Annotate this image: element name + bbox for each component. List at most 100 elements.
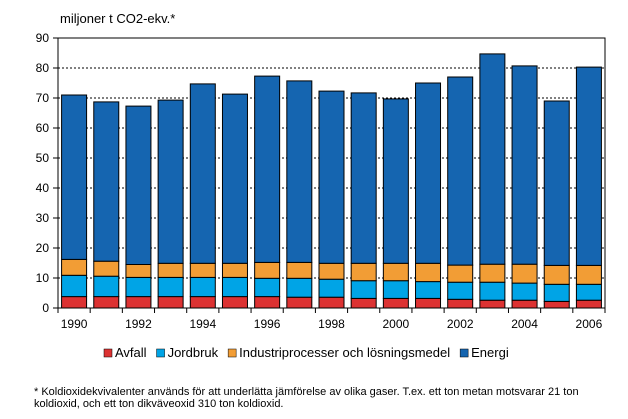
bar-segment-energi bbox=[125, 105, 152, 265]
bar-segment-jordbruk bbox=[511, 282, 538, 301]
bar-segment-industriprocesser bbox=[93, 260, 120, 277]
bar-segment-energi bbox=[93, 101, 120, 262]
bar-segment-industriprocesser bbox=[254, 261, 281, 279]
x-tick-label: 2000 bbox=[383, 317, 410, 331]
bar-segment-energi bbox=[543, 100, 570, 266]
bar-segment-avfall bbox=[221, 296, 248, 309]
x-tick-label: 1990 bbox=[61, 317, 88, 331]
bar-segment-energi bbox=[575, 66, 602, 266]
plot-frame bbox=[57, 37, 606, 309]
x-tick-label: 1996 bbox=[254, 317, 281, 331]
bar-segment-jordbruk bbox=[382, 280, 409, 299]
bar-segment-jordbruk bbox=[189, 276, 216, 298]
bar-segment-jordbruk bbox=[286, 277, 313, 298]
bar-segment-energi bbox=[447, 76, 474, 266]
y-tick-label: 80 bbox=[36, 61, 50, 75]
x-tick-label: 2002 bbox=[447, 317, 474, 331]
bar-segment-jordbruk bbox=[318, 278, 345, 298]
y-tick-label: 40 bbox=[36, 181, 50, 195]
bar-segment-energi bbox=[157, 99, 184, 264]
bar-segment-avfall bbox=[479, 299, 506, 309]
y-tick-label: 30 bbox=[36, 211, 50, 225]
bar-segment-industriprocesser bbox=[350, 262, 377, 282]
legend-label: Jordbruk bbox=[168, 345, 219, 360]
bar-segment-jordbruk bbox=[157, 276, 184, 298]
legend-label: Industriprocesser och lösningsmedel bbox=[239, 345, 450, 360]
bar-segment-jordbruk bbox=[93, 275, 120, 298]
chart-title: miljoner t CO2-ekv.* bbox=[60, 11, 175, 26]
bar-segment-jordbruk bbox=[254, 277, 281, 298]
bar-segment-avfall bbox=[575, 299, 602, 309]
bar-segment-energi bbox=[382, 98, 409, 264]
y-tick-label: 0 bbox=[42, 301, 49, 315]
bar-segment-avfall bbox=[543, 300, 570, 309]
bar-segment-jordbruk bbox=[350, 280, 377, 299]
footnote: * Koldioxidekvivalenter används för att … bbox=[34, 386, 579, 410]
legend-swatch bbox=[459, 348, 469, 358]
x-tick-label: 1994 bbox=[189, 317, 216, 331]
bar-segment-jordbruk bbox=[543, 283, 570, 302]
bar-segment-jordbruk bbox=[221, 276, 248, 298]
bar-segment-avfall bbox=[254, 296, 281, 309]
bar-segment-jordbruk bbox=[575, 283, 602, 301]
bar-segment-avfall bbox=[415, 297, 442, 309]
bar-segment-avfall bbox=[511, 299, 538, 309]
bar-segment-energi bbox=[415, 82, 442, 264]
bar-segment-industriprocesser bbox=[61, 258, 88, 276]
bar-segment-avfall bbox=[286, 296, 313, 309]
bar-segment-energi bbox=[318, 90, 345, 264]
legend-swatch bbox=[156, 348, 165, 358]
bar-segment-energi bbox=[350, 92, 377, 264]
bar-segment-energi bbox=[254, 75, 281, 263]
y-tick-label: 90 bbox=[36, 31, 50, 45]
bar-segment-jordbruk bbox=[61, 274, 88, 298]
legend-swatch bbox=[103, 348, 113, 358]
bar-segment-industriprocesser bbox=[479, 263, 506, 283]
bar-segment-energi bbox=[511, 65, 538, 265]
bar-segment-industriprocesser bbox=[511, 263, 538, 284]
bar-segment-jordbruk bbox=[447, 281, 474, 300]
y-tick-label: 50 bbox=[36, 151, 50, 165]
bar-segment-energi bbox=[189, 83, 216, 264]
bar-segment-avfall bbox=[318, 296, 345, 309]
bar-segment-jordbruk bbox=[125, 276, 152, 298]
bar-segment-avfall bbox=[125, 296, 152, 309]
bar-segment-avfall bbox=[382, 297, 409, 309]
x-tick-label: 2006 bbox=[576, 317, 603, 331]
bar-segment-avfall bbox=[93, 296, 120, 309]
bar-segment-avfall bbox=[189, 296, 216, 309]
legend-swatch bbox=[227, 348, 237, 358]
bar-segment-industriprocesser bbox=[221, 262, 248, 278]
y-tick-label: 60 bbox=[36, 121, 50, 135]
y-tick-label: 70 bbox=[36, 91, 50, 105]
bar-segment-industriprocesser bbox=[447, 264, 474, 283]
bar-segment-avfall bbox=[350, 297, 377, 309]
bar-segment-industriprocesser bbox=[318, 262, 345, 280]
bar-segment-avfall bbox=[447, 298, 474, 309]
bar-segment-energi bbox=[479, 53, 506, 265]
bar-segment-industriprocesser bbox=[575, 264, 602, 285]
x-tick-label: 1998 bbox=[318, 317, 345, 331]
bar-segment-energi bbox=[61, 94, 88, 260]
bar-segment-industriprocesser bbox=[189, 262, 216, 278]
x-tick-label: 1992 bbox=[125, 317, 152, 331]
bar-segment-industriprocesser bbox=[286, 261, 313, 279]
x-tick-label: 2004 bbox=[511, 317, 538, 331]
bar-segment-energi bbox=[221, 93, 248, 264]
bar-segment-industriprocesser bbox=[125, 264, 152, 278]
legend-label: Energi bbox=[471, 345, 509, 360]
bar-segment-industriprocesser bbox=[415, 262, 442, 283]
bar-segment-industriprocesser bbox=[157, 262, 184, 278]
y-tick-label: 20 bbox=[36, 241, 50, 255]
bar-segment-avfall bbox=[157, 296, 184, 309]
bar-segment-avfall bbox=[61, 296, 88, 309]
legend-label: Avfall bbox=[115, 345, 147, 360]
bar-segment-energi bbox=[286, 80, 313, 263]
bar-segment-industriprocesser bbox=[543, 264, 570, 285]
bar-segment-industriprocesser bbox=[382, 262, 409, 282]
bar-segment-jordbruk bbox=[479, 281, 506, 301]
bar-segment-jordbruk bbox=[415, 281, 442, 299]
y-tick-label: 10 bbox=[36, 271, 50, 285]
